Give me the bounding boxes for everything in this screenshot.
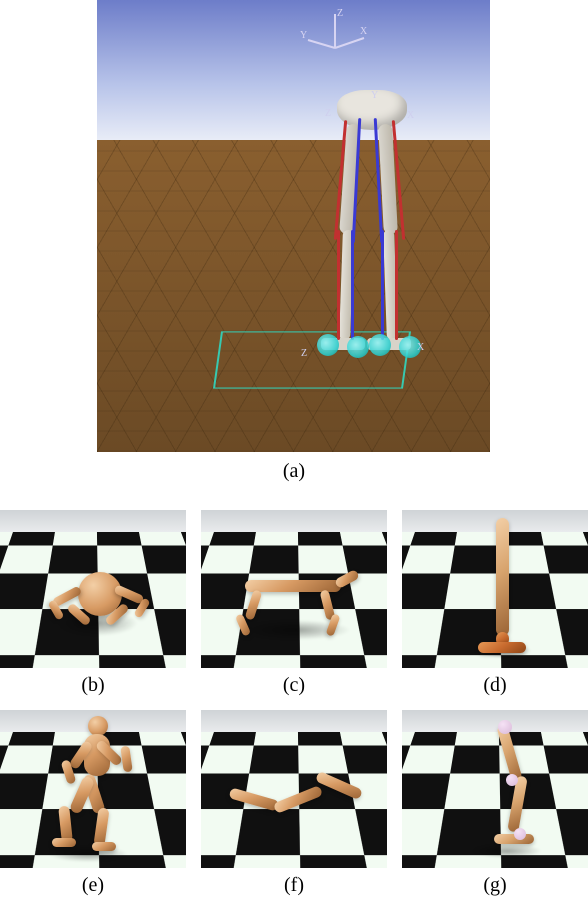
caption-g: (g) <box>475 874 515 897</box>
panel-f <box>201 710 387 868</box>
caption-d: (d) <box>475 674 515 697</box>
caption-f: (f) <box>274 874 314 897</box>
humanoid-shin <box>58 806 73 843</box>
svg-text:Z: Z <box>337 8 343 19</box>
hopper-pole <box>496 518 509 636</box>
panel-c <box>201 510 387 668</box>
muscle-red <box>395 230 398 340</box>
swimmer-seg <box>273 785 323 814</box>
cheetah-head <box>334 569 360 589</box>
axis-label: X <box>407 110 414 121</box>
axis-label: Z <box>301 348 307 359</box>
humanoid-foot <box>52 838 76 847</box>
humanoid-forearm <box>120 746 133 773</box>
walker-hip-joint <box>498 720 512 734</box>
halfcheetah-robot <box>239 566 359 636</box>
panel-e <box>0 710 186 868</box>
sky-band <box>201 710 387 732</box>
humanoid-head <box>88 716 108 736</box>
sky-band <box>0 510 186 532</box>
contact-sphere <box>347 336 369 358</box>
contact-sphere <box>369 334 391 356</box>
panel-a: Z X Y X Y Z X Z <box>97 0 490 452</box>
musculoskeletal-model: X Y Z X Z <box>307 90 427 390</box>
corner-axis-gizmo: Z X Y <box>300 8 370 58</box>
sky-a <box>97 0 490 140</box>
swimmer-seg <box>315 771 363 801</box>
panel-d <box>402 510 588 668</box>
hopper-foot <box>478 642 526 653</box>
sky-band <box>201 510 387 532</box>
panel-b <box>0 510 186 668</box>
caption-b: (b) <box>73 674 113 697</box>
walker-knee-joint <box>506 774 518 786</box>
swimmer-seg <box>228 787 279 811</box>
swimmer-robot <box>229 774 363 824</box>
caption-e: (e) <box>73 874 113 897</box>
muscle-red <box>337 230 340 340</box>
axis-label: Z <box>325 108 331 119</box>
axis-label: X <box>417 342 424 353</box>
muscle-blue <box>381 230 384 340</box>
ant-robot <box>54 562 144 632</box>
cheetah-leg <box>245 589 263 620</box>
walker2d-robot <box>476 724 546 858</box>
hopper-robot <box>484 518 524 658</box>
contact-sphere <box>317 334 339 356</box>
humanoid-foot <box>92 842 116 851</box>
caption-a: (a) <box>274 460 314 483</box>
svg-text:Y: Y <box>300 30 307 41</box>
walker-ankle-joint <box>514 828 526 840</box>
axis-label: Y <box>371 90 378 101</box>
humanoid-robot <box>46 716 146 862</box>
ground-a <box>97 140 490 452</box>
svg-text:X: X <box>360 26 368 37</box>
muscle-blue <box>351 230 354 340</box>
panel-g <box>402 710 588 868</box>
caption-c: (c) <box>274 674 314 697</box>
